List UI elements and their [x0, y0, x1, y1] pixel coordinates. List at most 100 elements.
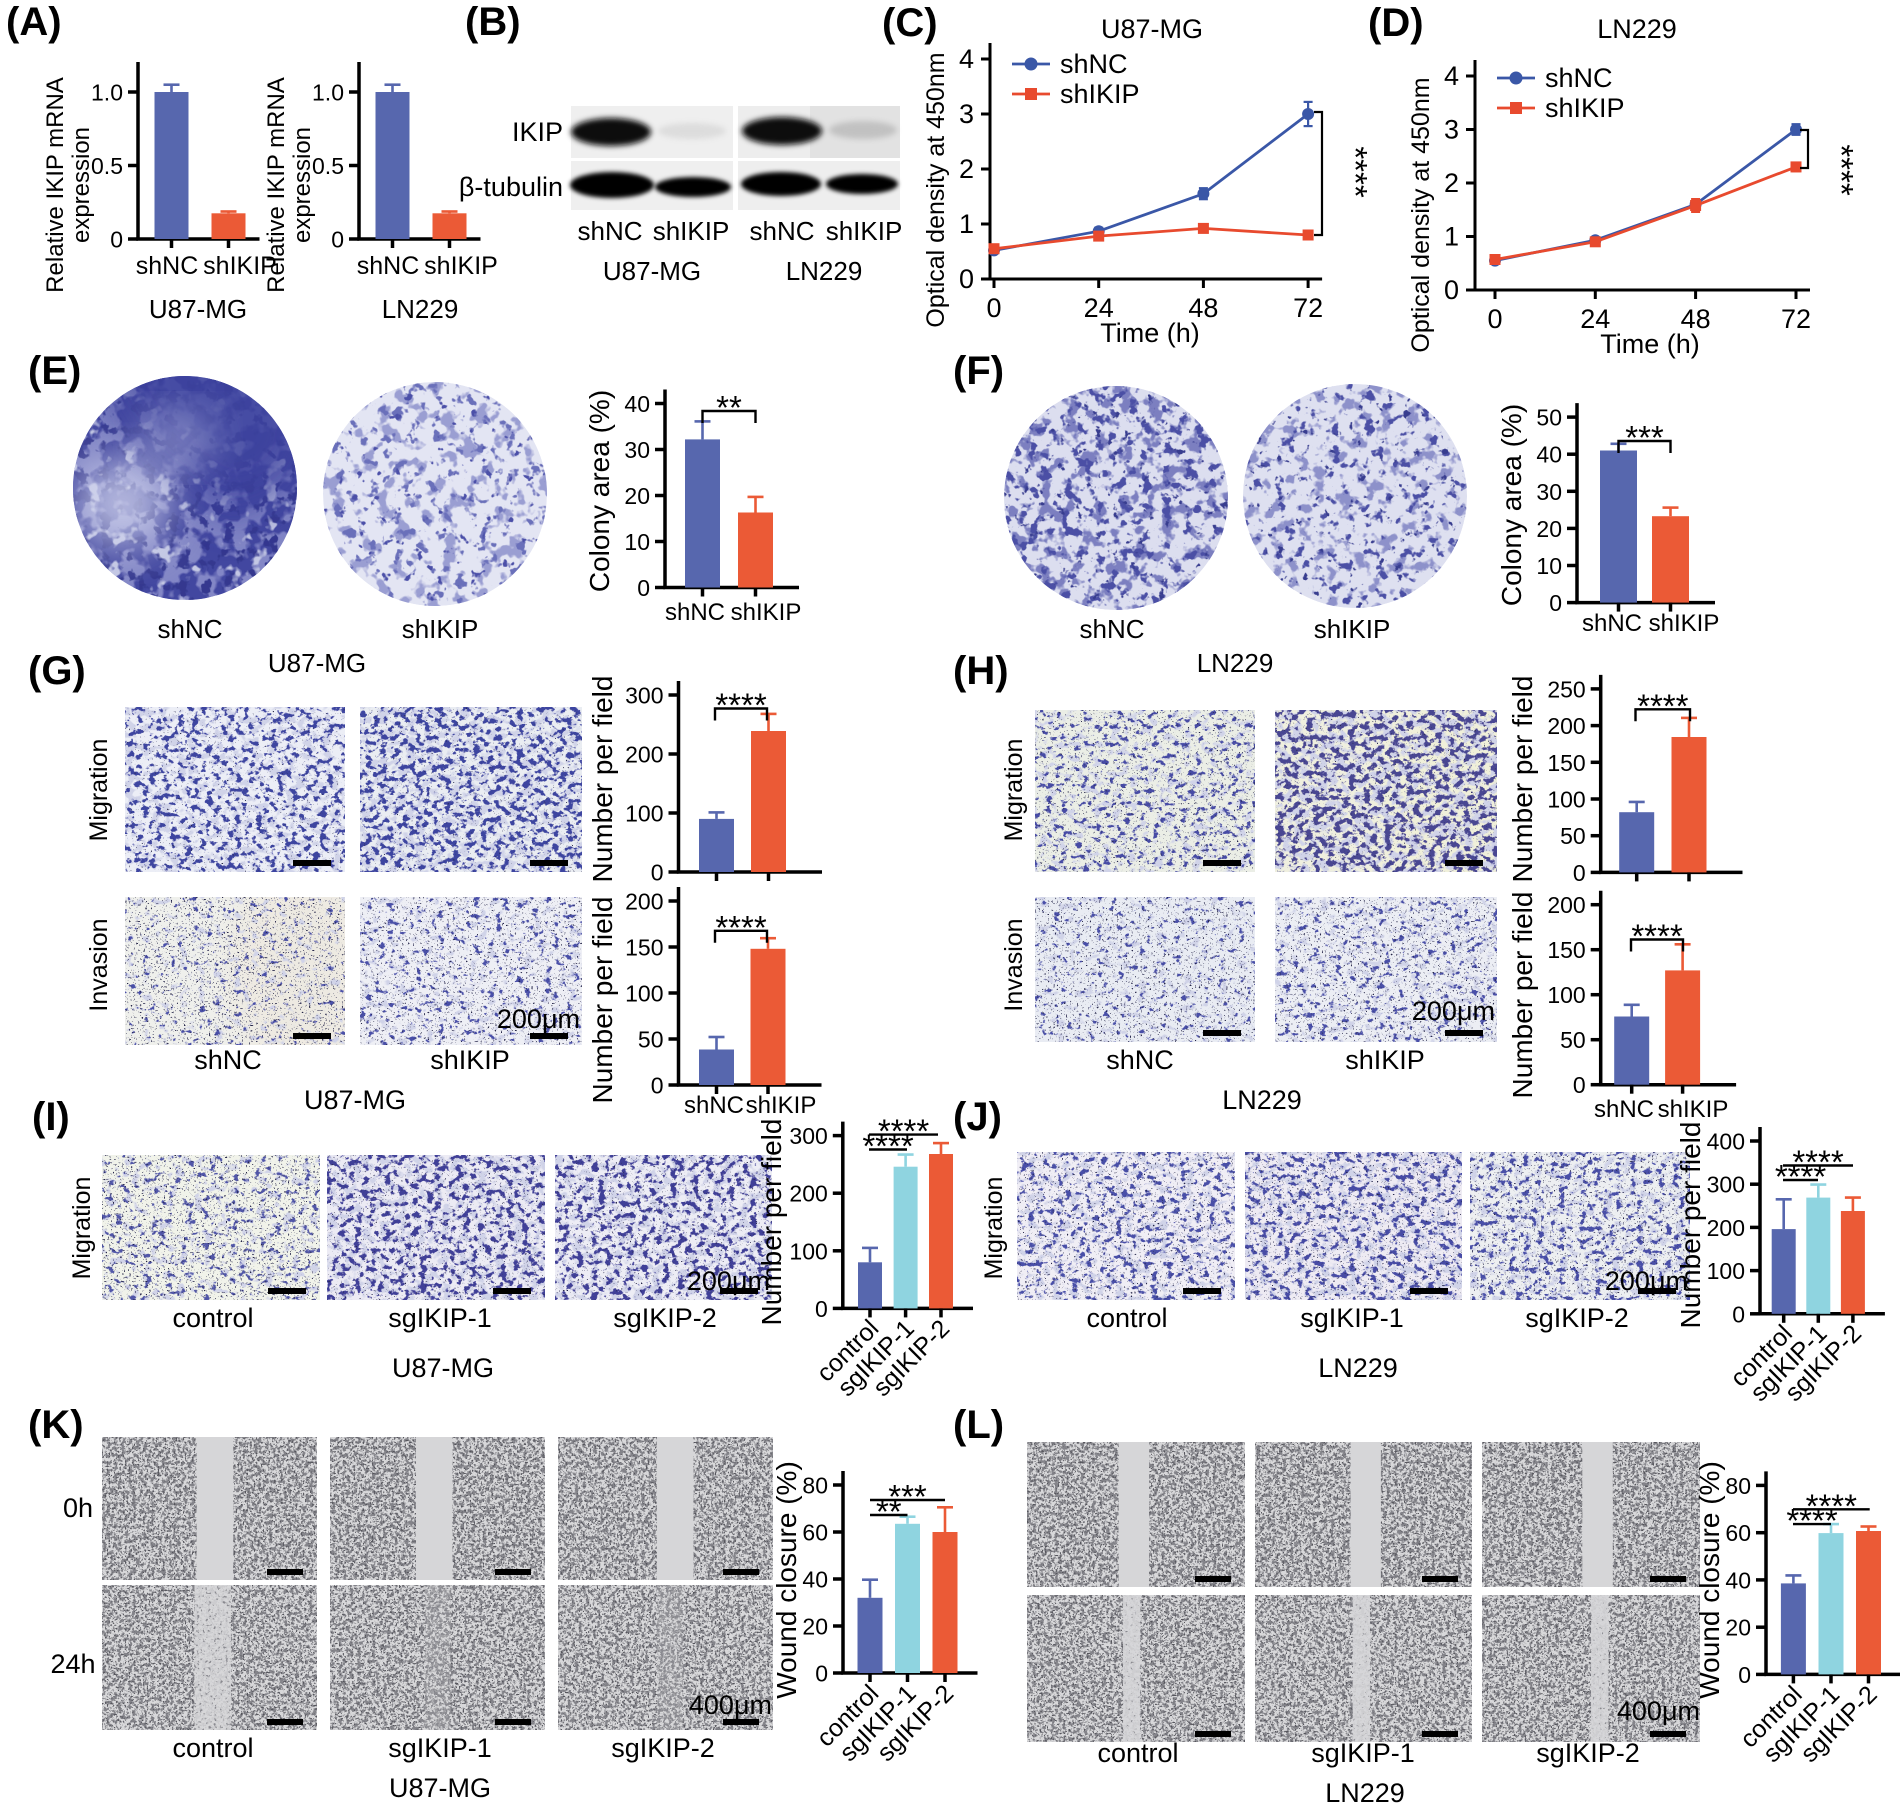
svg-text:0.5: 0.5 — [91, 153, 123, 179]
svg-text:200: 200 — [625, 742, 663, 768]
svg-text:(K): (K) — [28, 1403, 84, 1447]
svg-text:40: 40 — [624, 391, 650, 417]
svg-text:shNC: shNC — [1060, 49, 1128, 79]
svg-text:Wound closure (%): Wound closure (%) — [1694, 1461, 1725, 1699]
svg-text:72: 72 — [1293, 293, 1323, 323]
svg-text:shNC: shNC — [684, 1092, 744, 1119]
svg-text:0: 0 — [651, 1073, 664, 1099]
svg-text:200: 200 — [789, 1181, 827, 1207]
svg-text:Colony area (%): Colony area (%) — [1496, 404, 1527, 606]
svg-text:10: 10 — [624, 529, 650, 555]
svg-text:LN229: LN229 — [1222, 1085, 1302, 1115]
svg-text:Migration: Migration — [85, 739, 113, 842]
svg-text:shIKIP: shIKIP — [1545, 93, 1625, 123]
svg-text:Optical density at 450nm: Optical density at 450nm — [922, 52, 950, 327]
svg-text:0: 0 — [1738, 1662, 1751, 1688]
svg-text:50: 50 — [1560, 823, 1586, 849]
svg-text:Relative IKIP mRNA: Relative IKIP mRNA — [263, 77, 290, 293]
svg-text:shIKIP: shIKIP — [1060, 79, 1140, 109]
svg-text:200μm: 200μm — [687, 1266, 770, 1296]
svg-text:(G): (G) — [28, 649, 86, 693]
svg-text:200μm: 200μm — [497, 1004, 580, 1034]
svg-text:1.0: 1.0 — [91, 80, 123, 106]
svg-text:100: 100 — [789, 1238, 827, 1264]
svg-text:1: 1 — [959, 209, 974, 239]
svg-text:Number per field: Number per field — [1675, 1122, 1706, 1329]
svg-text:shNC: shNC — [194, 1045, 262, 1075]
svg-text:shNC: shNC — [665, 599, 725, 626]
svg-text:0: 0 — [959, 264, 974, 294]
svg-text:20: 20 — [1536, 516, 1562, 542]
svg-text:200: 200 — [1707, 1215, 1745, 1241]
svg-text:Number per field: Number per field — [587, 897, 618, 1104]
svg-text:(C): (C) — [882, 1, 938, 45]
svg-text:****: **** — [1337, 146, 1374, 198]
svg-text:LN229: LN229 — [1318, 1353, 1398, 1383]
svg-text:4: 4 — [959, 44, 974, 74]
svg-text:IKIP: IKIP — [512, 117, 563, 147]
svg-text:expression: expression — [289, 127, 316, 243]
svg-text:300: 300 — [625, 683, 663, 709]
svg-text:sgIKIP-2: sgIKIP-2 — [613, 1303, 717, 1333]
svg-text:(H): (H) — [953, 649, 1009, 693]
svg-text:Wound closure (%): Wound closure (%) — [771, 1461, 802, 1699]
svg-text:0: 0 — [1487, 304, 1502, 334]
svg-text:β-tubulin: β-tubulin — [459, 172, 563, 202]
svg-text:***: *** — [888, 1478, 927, 1515]
svg-text:24: 24 — [1580, 304, 1610, 334]
svg-text:****: **** — [1631, 918, 1683, 955]
svg-text:shNC: shNC — [136, 252, 199, 280]
svg-text:(E): (E) — [28, 349, 81, 393]
svg-text:24: 24 — [1084, 293, 1114, 323]
svg-text:0: 0 — [651, 860, 664, 886]
svg-text:Invasion: Invasion — [1000, 918, 1028, 1011]
svg-text:0: 0 — [1573, 1072, 1586, 1098]
svg-text:Number per field: Number per field — [587, 676, 618, 883]
svg-text:300: 300 — [789, 1123, 827, 1149]
svg-text:Time (h): Time (h) — [1600, 329, 1700, 359]
svg-text:****: **** — [1792, 1144, 1844, 1181]
svg-text:control: control — [1097, 1738, 1178, 1768]
svg-text:shIKIP: shIKIP — [746, 1092, 817, 1119]
svg-text:Number per field: Number per field — [756, 1119, 787, 1326]
svg-text:1.0: 1.0 — [312, 80, 344, 106]
svg-text:50: 50 — [1536, 405, 1562, 431]
svg-text:shIKIP: shIKIP — [1314, 614, 1391, 644]
svg-text:****: **** — [1823, 144, 1860, 196]
svg-text:100: 100 — [1547, 787, 1585, 813]
svg-text:sgIKIP-1: sgIKIP-1 — [1300, 1303, 1404, 1333]
svg-text:72: 72 — [1781, 304, 1811, 334]
svg-text:20: 20 — [1725, 1615, 1751, 1641]
svg-text:200μm: 200μm — [1412, 996, 1495, 1026]
svg-text:100: 100 — [1547, 982, 1585, 1008]
svg-text:**: ** — [716, 389, 742, 426]
svg-text:300: 300 — [1707, 1172, 1745, 1198]
svg-text:40: 40 — [1725, 1567, 1751, 1593]
svg-text:sgIKIP-2: sgIKIP-2 — [1525, 1303, 1629, 1333]
svg-text:(F): (F) — [953, 349, 1004, 393]
svg-text:200μm: 200μm — [1605, 1266, 1688, 1296]
svg-text:sgIKIP-2: sgIKIP-2 — [611, 1733, 715, 1763]
svg-text:24h: 24h — [50, 1649, 95, 1679]
svg-text:0: 0 — [815, 1296, 828, 1322]
svg-text:1: 1 — [1444, 222, 1459, 252]
svg-text:****: **** — [715, 687, 767, 724]
svg-text:0: 0 — [637, 575, 650, 601]
svg-text:U87-MG: U87-MG — [392, 1353, 494, 1383]
svg-text:shIKIP: shIKIP — [1345, 1045, 1425, 1075]
svg-text:sgIKIP-1: sgIKIP-1 — [388, 1733, 492, 1763]
svg-text:200: 200 — [625, 889, 663, 915]
svg-text:100: 100 — [1707, 1258, 1745, 1284]
svg-text:Number per field: Number per field — [1507, 676, 1538, 883]
svg-text:shIKIP: shIKIP — [430, 1045, 510, 1075]
svg-text:(J): (J) — [953, 1095, 1002, 1139]
svg-text:shNC: shNC — [1079, 614, 1144, 644]
svg-text:control: control — [1086, 1303, 1167, 1333]
svg-text:Invasion: Invasion — [85, 918, 113, 1011]
svg-text:30: 30 — [1536, 479, 1562, 505]
svg-text:0.5: 0.5 — [312, 153, 344, 179]
svg-text:400: 400 — [1707, 1129, 1745, 1155]
svg-text:150: 150 — [1547, 937, 1585, 963]
svg-text:shNC: shNC — [1594, 1096, 1654, 1123]
svg-text:shIKIP: shIKIP — [203, 252, 277, 280]
